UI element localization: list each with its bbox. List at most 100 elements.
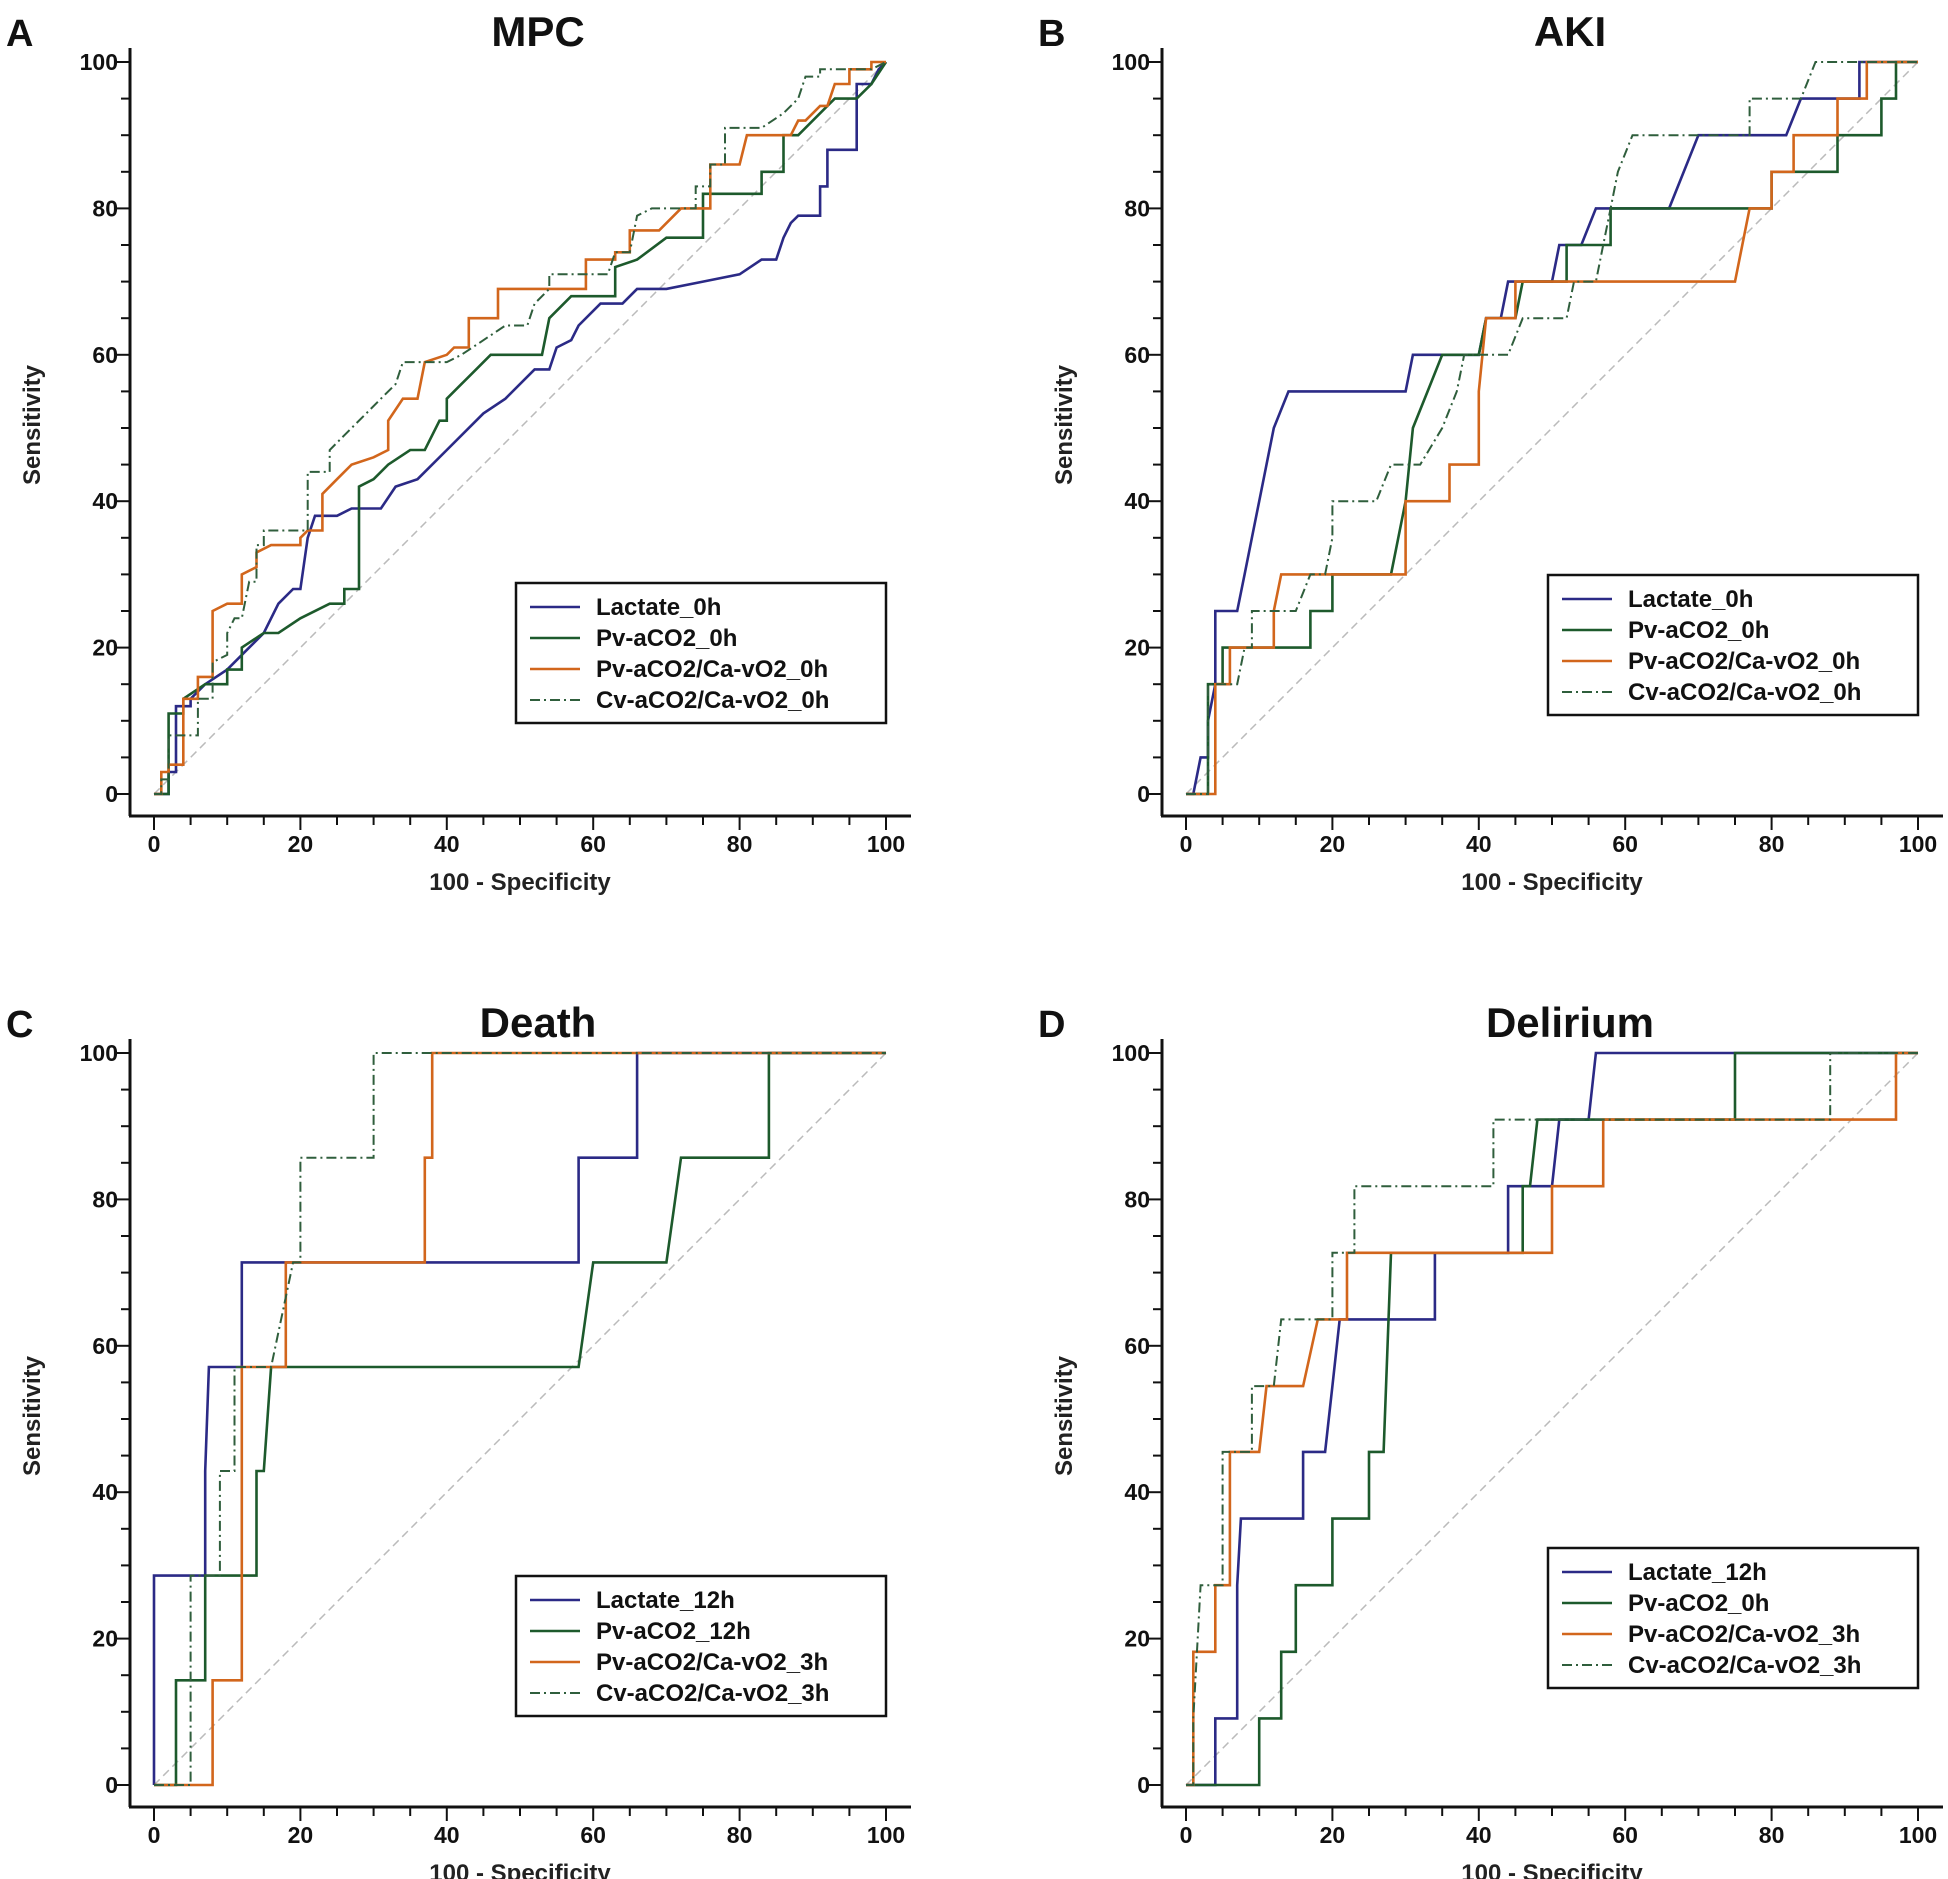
panel-letter: C	[6, 1004, 33, 1046]
y-tick-label: 20	[1124, 1626, 1150, 1652]
y-tick-label: 60	[92, 342, 118, 368]
legend-label: Pv-aCO2/Ca-vO2_0h	[1628, 648, 1860, 675]
x-tick-label: 60	[1612, 1822, 1638, 1848]
x-axis-label: 100 - Specificity	[429, 869, 611, 896]
chart-panel-c: C Death 0 20 40 60 80 100 0 20 40 60 80 100 100 - Spec…	[6, 999, 911, 1879]
y-tick-label: 20	[1124, 635, 1150, 661]
x-axis-label: 100 - Specificity	[1461, 1860, 1643, 1879]
legend-label: Cv-aCO2/Ca-vO2_0h	[596, 687, 829, 714]
chart-title: Delirium	[1486, 999, 1654, 1046]
x-tick-label: 60	[580, 831, 606, 857]
x-tick-label: 20	[288, 1822, 314, 1848]
x-axis-label: 100 - Specificity	[1461, 869, 1643, 896]
legend: Lactate_12h Pv-aCO2_0h Pv-aCO2/Ca-vO2_3h Cv…	[1546, 1546, 1920, 1690]
roc-curve-lactate-12h	[1186, 1051, 1918, 1787]
y-tick-label: 100	[80, 49, 118, 75]
y-tick-label: 40	[1124, 488, 1150, 514]
roc-curve-cv-aco2-ca-vo2-3h	[154, 1052, 886, 1786]
y-tick-label: 0	[105, 781, 118, 807]
legend-label: Pv-aCO2/Ca-vO2_0h	[596, 656, 828, 683]
legend-label: Cv-aCO2/Ca-vO2_3h	[596, 1680, 829, 1707]
roc-curve-pv-aco2-ca-vo2-0h	[1186, 60, 1918, 796]
x-tick-label: 20	[1320, 1822, 1346, 1848]
x-tick-label: 100	[867, 1822, 905, 1848]
y-tick-label: 100	[80, 1040, 118, 1066]
x-tick-label: 20	[1320, 831, 1346, 857]
y-axis-label: Sensitivity	[19, 364, 46, 485]
y-tick-label: 60	[1124, 1333, 1150, 1359]
reference-diagonal	[153, 1052, 887, 1786]
legend: Lactate_0h Pv-aCO2_0h Pv-aCO2/Ca-vO2_0h Cv-…	[1546, 573, 1920, 717]
roc-curve-pv-aco2-0h	[154, 61, 888, 796]
x-tick-label: 0	[148, 1822, 161, 1848]
y-axis-label: Sensitivity	[19, 1355, 46, 1476]
legend-label: Lactate_12h	[1628, 1559, 1767, 1586]
y-tick-label: 0	[1137, 781, 1150, 807]
x-tick-label: 40	[1466, 1822, 1492, 1848]
legend-label: Cv-aCO2/Ca-vO2_3h	[1628, 1652, 1861, 1679]
legend-label: Pv-aCO2/Ca-vO2_3h	[596, 1649, 828, 1676]
y-tick-label: 80	[92, 195, 118, 221]
legend-label: Pv-aCO2_0h	[1628, 1590, 1769, 1617]
legend-label: Pv-aCO2_0h	[596, 625, 737, 652]
y-tick-label: 80	[92, 1186, 118, 1212]
roc-curve-lactate-0h	[154, 61, 887, 796]
legend-label: Pv-aCO2_12h	[596, 1618, 751, 1645]
roc-curve-pv-aco2-0h	[1186, 60, 1918, 796]
x-tick-label: 40	[434, 831, 460, 857]
y-tick-label: 20	[92, 1626, 118, 1652]
x-tick-label: 40	[1466, 831, 1492, 857]
roc-curve-pv-aco2-ca-vo2-3h	[154, 1051, 886, 1787]
x-tick-label: 100	[867, 831, 905, 857]
chart-panel-a: A MPC 0 20 40 60 80 100 0 20 40 60 80 100 100 - Specif…	[6, 8, 911, 896]
roc-curve-pv-aco2-0h	[1186, 1051, 1918, 1787]
legend-label: Cv-aCO2/Ca-vO2_0h	[1628, 679, 1861, 706]
reference-diagonal	[153, 61, 887, 795]
x-tick-label: 100	[1899, 831, 1937, 857]
legend-label: Lactate_0h	[596, 594, 721, 621]
roc-curve-lactate-12h	[152, 1051, 886, 1785]
x-tick-label: 20	[288, 831, 314, 857]
y-tick-label: 60	[1124, 342, 1150, 368]
x-tick-label: 60	[1612, 831, 1638, 857]
x-tick-label: 0	[1180, 1822, 1193, 1848]
y-tick-label: 100	[1112, 49, 1150, 75]
y-tick-label: 40	[1124, 1479, 1150, 1505]
roc-curve-cv-aco2-ca-vo2-0h	[1186, 61, 1918, 795]
x-tick-label: 80	[727, 1822, 753, 1848]
y-tick-label: 0	[105, 1772, 118, 1798]
x-axis-label: 100 - Specificity	[429, 1860, 611, 1879]
legend-label: Lactate_12h	[596, 1587, 735, 1614]
y-tick-label: 60	[92, 1333, 118, 1359]
chart-title: Death	[480, 999, 597, 1046]
x-tick-label: 60	[580, 1822, 606, 1848]
y-tick-label: 80	[1124, 195, 1150, 221]
chart-panel-b: B AKI 0 20 40 60 80 100 0 20 40 60 80 100 100 - Specif…	[1038, 8, 1943, 896]
x-tick-label: 0	[148, 831, 161, 857]
x-tick-label: 40	[434, 1822, 460, 1848]
roc-curve-cv-aco2-ca-vo2-3h	[1186, 1052, 1918, 1786]
y-axis-label: Sensitivity	[1051, 1355, 1078, 1476]
y-tick-label: 80	[1124, 1186, 1150, 1212]
chart-title: MPC	[491, 8, 584, 55]
panel-letter: D	[1038, 1004, 1065, 1046]
x-tick-label: 0	[1180, 831, 1193, 857]
y-tick-label: 100	[1112, 1040, 1150, 1066]
y-tick-label: 0	[1137, 1772, 1150, 1798]
chart-title: AKI	[1534, 8, 1606, 55]
roc-curve-pv-aco2-ca-vo2-3h	[1186, 1051, 1918, 1787]
legend: Lactate_0h Pv-aCO2_0h Pv-aCO2/Ca-vO2_0h Cv-…	[514, 581, 888, 725]
roc-curve-cv-aco2-ca-vo2-0h	[154, 61, 887, 795]
panel-letter: B	[1038, 13, 1065, 55]
x-tick-label: 80	[1759, 1822, 1785, 1848]
legend-label: Lactate_0h	[1628, 586, 1753, 613]
legend-label: Pv-aCO2/Ca-vO2_3h	[1628, 1621, 1860, 1648]
x-tick-label: 80	[1759, 831, 1785, 857]
y-tick-label: 40	[92, 488, 118, 514]
reference-diagonal	[1185, 1052, 1919, 1786]
legend: Lactate_12h Pv-aCO2_12h Pv-aCO2/Ca-vO2_3h C…	[514, 1574, 888, 1718]
y-tick-label: 20	[92, 635, 118, 661]
x-tick-label: 80	[727, 831, 753, 857]
chart-panel-d: D Delirium 0 20 40 60 80 100 0 20 40 60 80 100 100 - S…	[1038, 999, 1943, 1879]
